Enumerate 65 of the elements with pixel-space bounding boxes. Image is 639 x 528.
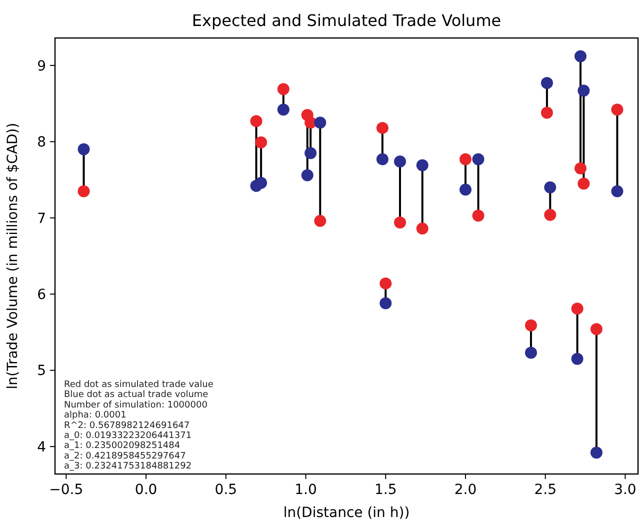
point — [277, 104, 290, 116]
annotation: Blue dot as actual trade volume — [64, 390, 209, 400]
annotation: R^2: 0.5678982124691647 — [64, 420, 190, 431]
point — [544, 181, 556, 194]
annotation: Number of simulation: 1000000 — [64, 400, 208, 410]
point — [574, 162, 586, 174]
point — [524, 319, 537, 332]
x-tick-label: 0.5 — [214, 482, 238, 498]
y-axis-title: ln(Trade Volume (in millions of $CAD)) — [5, 122, 21, 390]
chart-title: Expected and Simulated Trade Volume — [192, 11, 502, 30]
point — [250, 115, 262, 128]
point — [380, 297, 392, 310]
point — [255, 176, 268, 189]
point — [416, 222, 428, 235]
point — [472, 210, 484, 222]
point — [472, 153, 484, 166]
x-tick-label: 2.0 — [454, 482, 477, 498]
y-tick-label: 7 — [37, 210, 46, 227]
point — [574, 50, 586, 62]
point — [301, 169, 314, 182]
x-tick-label: 3.0 — [614, 482, 636, 498]
point — [571, 352, 584, 365]
point — [255, 136, 268, 148]
annotation: alpha: 0.0001 — [64, 410, 126, 421]
point — [578, 84, 590, 97]
point — [578, 178, 590, 190]
annotation: a_0: 0.01933223206441371 — [64, 431, 192, 441]
point — [277, 83, 290, 96]
point — [571, 302, 584, 315]
x-tick-label: 2.5 — [534, 482, 556, 498]
y-tick-label: 6 — [37, 287, 46, 304]
point — [590, 323, 602, 336]
point — [540, 106, 553, 119]
point — [540, 76, 553, 89]
annotation: a_1: 0.235002098251484 — [64, 441, 180, 452]
point — [544, 208, 556, 221]
point — [524, 346, 537, 359]
y-tick-label: 5 — [37, 363, 46, 380]
point — [376, 122, 388, 134]
y-tick-label: 8 — [37, 134, 46, 151]
point — [459, 153, 472, 166]
y-tick-label: 9 — [37, 58, 46, 74]
annotation: a_3: 0.23241753184881292 — [64, 462, 192, 472]
point — [394, 216, 406, 228]
x-tick-label: 1.5 — [374, 482, 397, 498]
annotation: a_2: 0.4218958455297647 — [64, 451, 186, 462]
point — [78, 143, 90, 156]
x-tick-label: −0.5 — [49, 482, 84, 498]
y-tick-label: 4 — [37, 439, 46, 456]
point — [380, 277, 392, 290]
point — [314, 116, 326, 129]
point — [590, 446, 602, 459]
x-tick-label: 0.0 — [134, 482, 158, 498]
point — [611, 185, 624, 198]
x-tick-label: 1.0 — [294, 482, 317, 498]
point — [611, 104, 624, 116]
point — [78, 185, 90, 198]
point — [416, 159, 428, 172]
point — [304, 147, 317, 160]
point — [314, 214, 326, 227]
point — [376, 153, 388, 166]
x-axis-title: ln(Distance (in h)) — [283, 505, 410, 521]
point — [394, 155, 406, 168]
point — [459, 184, 472, 196]
annotation: Red dot as simulated trade value — [64, 380, 214, 390]
